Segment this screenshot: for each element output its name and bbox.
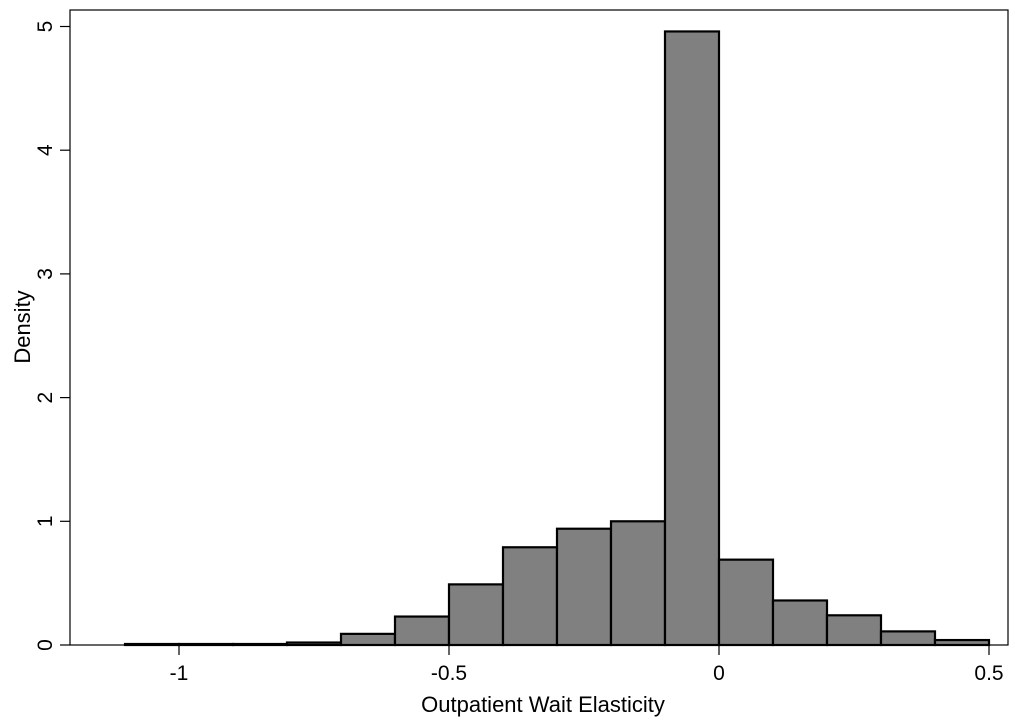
x-tick-label: 0 [713, 662, 725, 685]
histogram-bar [447, 583, 505, 647]
histogram-bar [663, 30, 721, 647]
y-axis-ticks: 0 1 2 3 4 5 [34, 21, 70, 651]
y-axis-title: Density [10, 290, 35, 363]
y-tick-label: 5 [34, 21, 57, 33]
histogram-bar [339, 632, 397, 647]
histogram-bars [123, 30, 991, 647]
y-tick-label: 1 [34, 515, 57, 527]
histogram-bar [879, 630, 937, 647]
histogram-bar [771, 599, 829, 647]
histogram-bar [933, 638, 991, 647]
y-tick-label: 3 [34, 268, 57, 280]
y-tick-label: 0 [34, 639, 57, 651]
histogram-bar [501, 546, 559, 647]
x-tick-label: 0.5 [974, 662, 1003, 685]
plot-area-frame [69, 9, 1009, 646]
histogram-bar [393, 615, 451, 647]
x-axis-ticks: -1 -0.5 0 0.5 [170, 645, 1004, 685]
y-tick-label: 2 [34, 392, 57, 404]
histogram-bar [555, 527, 613, 647]
y-tick-label: 4 [34, 144, 57, 156]
x-tick-label: -1 [170, 662, 189, 685]
histogram-bar [609, 520, 667, 647]
x-axis-title: Outpatient Wait Elasticity [421, 692, 665, 717]
x-tick-label: -0.5 [431, 662, 467, 685]
histogram-bar [825, 614, 883, 647]
histogram-bar [717, 558, 775, 647]
